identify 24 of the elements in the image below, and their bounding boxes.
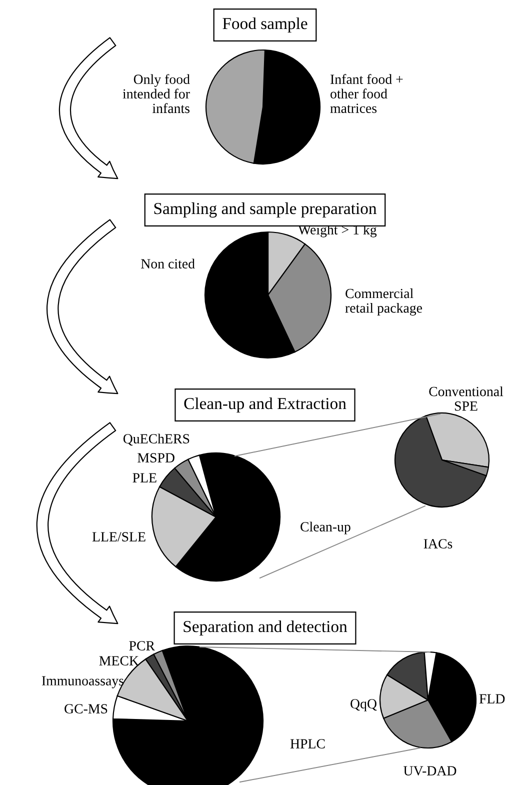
chart-title: Sampling and sample preparation [154, 202, 377, 218]
slice-label: MSPD [138, 453, 174, 462]
slice-label: Commercial retail package [345, 288, 422, 316]
chart-title: Food sample [222, 17, 308, 33]
chart-title: Separation and detection [184, 620, 348, 636]
slice-label: QqQ [350, 699, 377, 712]
slice-label: UV-DAD [404, 766, 456, 776]
slice-label: LLE/SLE [92, 532, 146, 542]
pie-slice [394, 415, 487, 508]
slice-label: PCR [129, 641, 155, 650]
slice-label: Non cited [141, 258, 195, 268]
slice-label: PLE [132, 473, 156, 482]
slice-label: Clean-up [300, 522, 350, 534]
slice-label: HPLC [290, 739, 325, 748]
slice-label: IACs [424, 539, 452, 548]
chart-title: Clean-up and Extraction [184, 397, 346, 413]
slice-label: QuEChERS [123, 434, 190, 446]
slice-label: MECK [99, 656, 139, 666]
slice-label: Conventional SPE [429, 386, 504, 411]
slice-label: Immunoassays [42, 676, 124, 688]
slice-label: Infant food + other food matrices [330, 74, 403, 113]
slice-label: Only food intended for infants [122, 74, 190, 114]
slice-label: GC-MS [64, 704, 108, 714]
slice-label: FLD [479, 694, 505, 704]
